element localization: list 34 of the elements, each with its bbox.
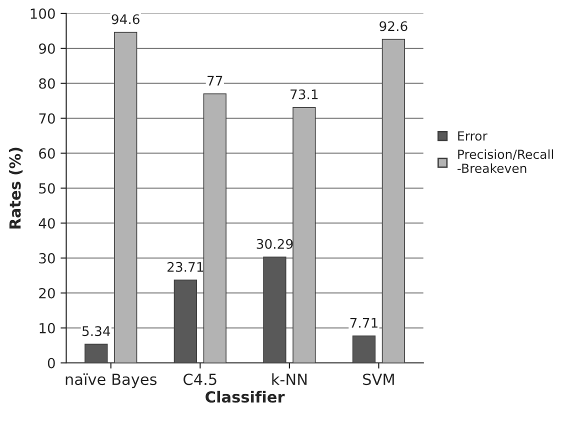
y-tick-label: 10 — [40, 322, 55, 334]
y-tick-label: 20 — [39, 288, 55, 298]
y-tick-label: 50 — [39, 183, 55, 194]
y-tick-label: 100 — [30, 8, 55, 19]
data-label: 77 — [208, 76, 222, 86]
y-tick-label: 80 — [39, 78, 55, 89]
x-tick-label: naïve Bayes — [66, 373, 157, 388]
y-tick-label: 70 — [39, 113, 55, 124]
y-tick-label: 60 — [39, 148, 55, 159]
legend-label: Precision/Recall -Breakeven — [458, 149, 554, 174]
bar — [292, 107, 316, 363]
bar — [114, 32, 138, 363]
data-label: 7.71 — [350, 318, 378, 328]
data-label: 73.1 — [290, 89, 318, 100]
x-tick-label: C4.5 — [184, 374, 216, 386]
bar — [203, 93, 226, 363]
y-tick-label: 90 — [39, 43, 55, 54]
y-axis-title: Rates (%) — [8, 148, 23, 228]
legend-label: Error — [458, 131, 488, 141]
x-tick-label: SVM — [363, 374, 394, 386]
x-tick-label: k-NN — [272, 373, 307, 385]
bar — [263, 256, 286, 363]
y-tick-label: 30 — [39, 253, 55, 264]
y-tick-label: 0 — [48, 358, 55, 368]
data-label: 94.6 — [112, 14, 140, 24]
bar — [174, 280, 198, 363]
bar — [352, 336, 376, 363]
bar — [84, 344, 108, 363]
data-label: 5.34 — [82, 326, 110, 336]
data-label: 92.6 — [380, 21, 408, 32]
y-tick-label: 40 — [38, 218, 55, 229]
bar — [382, 38, 406, 363]
data-label: 23.71 — [168, 262, 204, 272]
x-axis-title: Classifier — [206, 390, 285, 403]
